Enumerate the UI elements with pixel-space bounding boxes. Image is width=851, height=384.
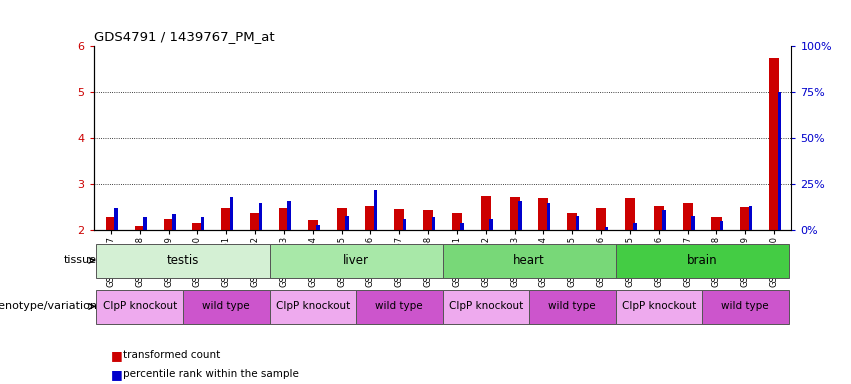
Bar: [518, 201, 522, 230]
Text: wild type: wild type: [722, 301, 769, 311]
Bar: [356, 290, 443, 324]
Bar: [749, 207, 752, 230]
Bar: [279, 208, 289, 230]
Bar: [345, 216, 349, 230]
Text: wild type: wild type: [548, 301, 596, 311]
Bar: [625, 198, 635, 230]
Bar: [172, 214, 175, 230]
Bar: [452, 213, 462, 230]
Bar: [481, 196, 491, 230]
Bar: [308, 220, 317, 230]
Bar: [711, 217, 722, 230]
Bar: [691, 216, 694, 230]
Text: wild type: wild type: [203, 301, 250, 311]
Bar: [96, 290, 183, 324]
Bar: [529, 290, 615, 324]
Text: ClpP knockout: ClpP knockout: [103, 301, 177, 311]
Bar: [96, 244, 270, 278]
Bar: [270, 290, 356, 324]
Bar: [576, 216, 580, 230]
Bar: [423, 210, 433, 230]
Bar: [604, 227, 608, 230]
Text: tissue: tissue: [64, 255, 97, 265]
Bar: [259, 203, 262, 230]
Bar: [460, 223, 464, 230]
Bar: [250, 213, 260, 230]
Bar: [106, 217, 116, 230]
Bar: [431, 217, 435, 230]
Bar: [489, 219, 493, 230]
Bar: [270, 244, 443, 278]
Bar: [143, 217, 146, 230]
Bar: [778, 92, 781, 230]
Bar: [374, 190, 377, 230]
Text: heart: heart: [513, 254, 545, 267]
Text: ClpP knockout: ClpP knockout: [622, 301, 696, 311]
Text: brain: brain: [687, 254, 717, 267]
Bar: [114, 208, 117, 230]
Bar: [568, 213, 577, 230]
Bar: [539, 198, 549, 230]
Bar: [288, 201, 291, 230]
Text: wild type: wild type: [375, 301, 423, 311]
Bar: [365, 207, 375, 230]
Text: percentile rank within the sample: percentile rank within the sample: [123, 369, 300, 379]
Bar: [183, 290, 270, 324]
Bar: [615, 290, 702, 324]
Bar: [654, 207, 664, 230]
Bar: [221, 208, 231, 230]
Text: transformed count: transformed count: [123, 350, 220, 360]
Text: genotype/variation: genotype/variation: [0, 301, 97, 311]
Bar: [192, 223, 203, 230]
Text: ■: ■: [111, 368, 123, 381]
Text: GDS4791 / 1439767_PM_at: GDS4791 / 1439767_PM_at: [94, 30, 274, 43]
Text: ■: ■: [111, 349, 123, 362]
Bar: [336, 208, 346, 230]
Bar: [662, 210, 665, 230]
Text: testis: testis: [167, 254, 199, 267]
Bar: [163, 219, 174, 230]
Text: ClpP knockout: ClpP knockout: [448, 301, 523, 311]
Bar: [201, 217, 204, 230]
Bar: [547, 203, 551, 230]
Bar: [230, 197, 233, 230]
Text: ClpP knockout: ClpP knockout: [276, 301, 350, 311]
Bar: [510, 197, 520, 230]
Bar: [615, 244, 789, 278]
Bar: [403, 219, 406, 230]
Bar: [596, 208, 606, 230]
Bar: [740, 207, 751, 230]
Bar: [317, 225, 320, 230]
Bar: [633, 223, 637, 230]
Bar: [134, 226, 145, 230]
Bar: [394, 209, 404, 230]
Bar: [720, 221, 723, 230]
Bar: [702, 290, 789, 324]
Bar: [443, 290, 529, 324]
Bar: [443, 244, 615, 278]
Bar: [683, 203, 693, 230]
Bar: [769, 58, 780, 230]
Text: liver: liver: [343, 254, 369, 267]
